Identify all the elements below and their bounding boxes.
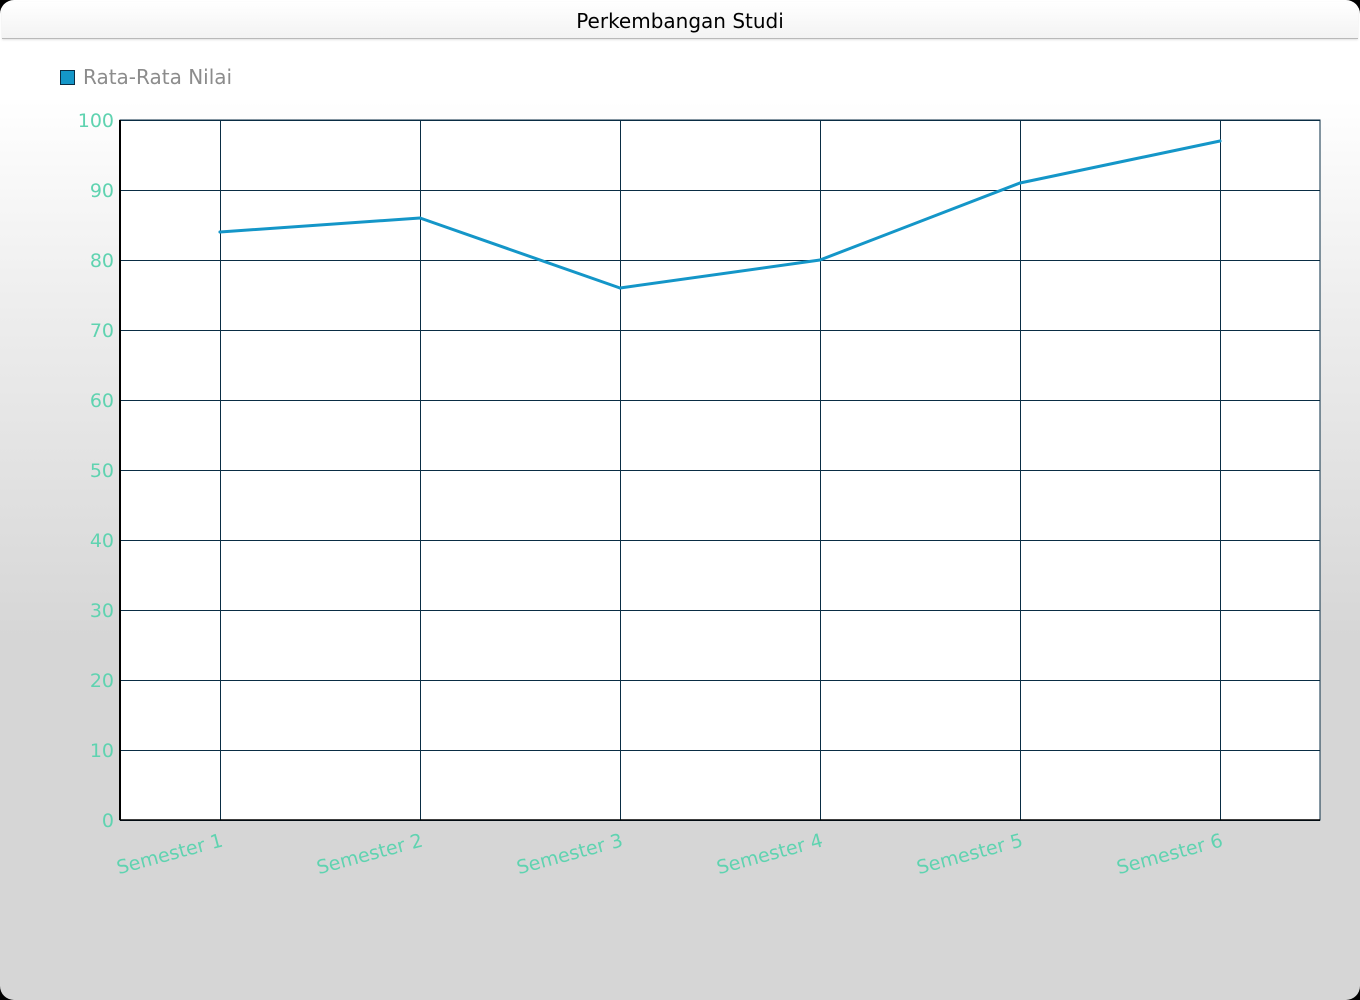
data-point [1218, 139, 1222, 143]
legend-swatch [60, 69, 75, 85]
data-point [218, 230, 222, 234]
x-tick-label: Semester 4 [714, 830, 825, 879]
legend: Rata-Rata Nilai [60, 64, 232, 90]
y-tick-label: 50 [90, 460, 114, 482]
x-tick-label: Semester 6 [1114, 830, 1225, 879]
y-tick-label: 40 [90, 530, 114, 552]
window-title: Perkembangan Studi [2, 2, 1358, 39]
y-tick-label: 80 [90, 250, 114, 272]
y-tick-label: 70 [90, 320, 114, 342]
y-tick-label: 10 [90, 740, 114, 762]
series-line [218, 139, 1222, 290]
y-tick-label: 30 [90, 600, 114, 622]
data-point [618, 286, 622, 290]
y-tick-label: 90 [90, 180, 114, 202]
legend-label: Rata-Rata Nilai [83, 65, 233, 89]
y-tick-label: 100 [78, 110, 114, 132]
x-tick-label: Semester 2 [314, 830, 425, 879]
data-point [418, 216, 422, 220]
x-tick-label: Semester 5 [914, 830, 1025, 879]
x-tick-label: Semester 3 [514, 830, 625, 879]
x-tick-label: Semester 1 [114, 830, 225, 879]
y-tick-label: 60 [90, 390, 114, 412]
y-tick-label: 0 [102, 810, 114, 832]
data-point [1018, 181, 1022, 185]
data-point [818, 258, 822, 262]
y-tick-label: 20 [90, 670, 114, 692]
